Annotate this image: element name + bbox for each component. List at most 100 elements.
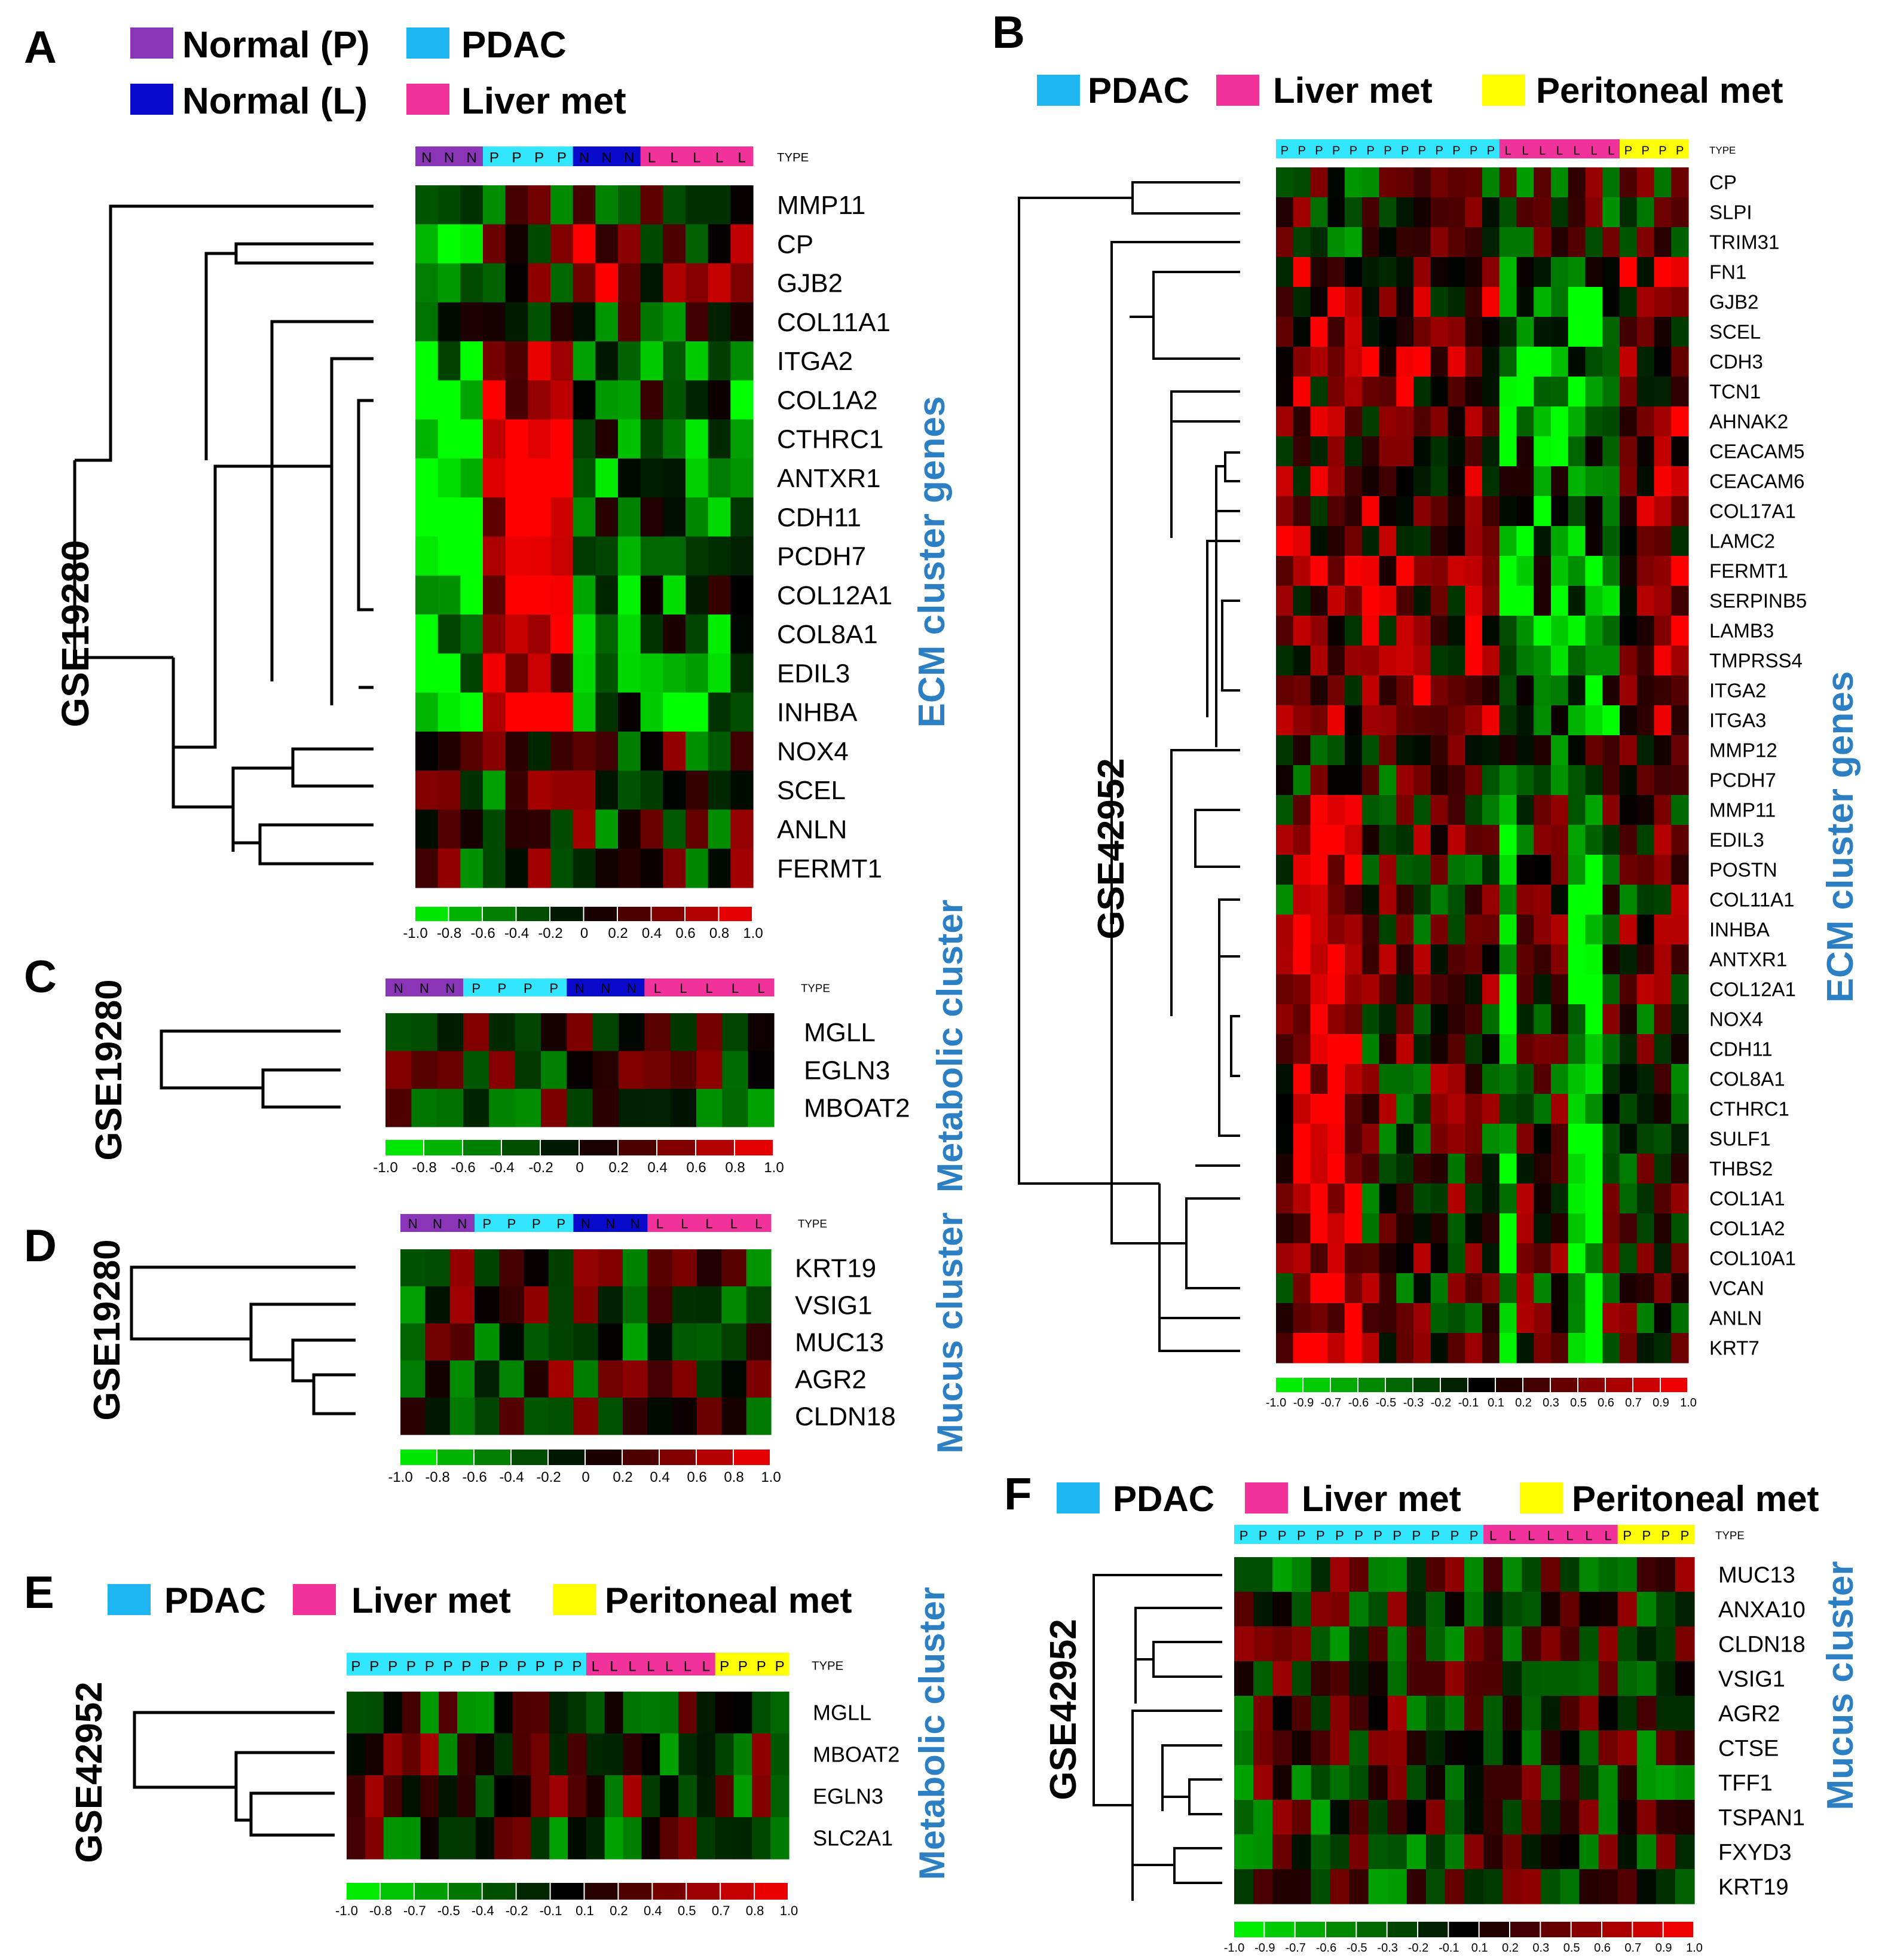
heatmap-cell: [1396, 885, 1414, 915]
type-strip-cell: [1636, 139, 1654, 158]
type-letter: L: [1522, 145, 1528, 158]
heatmap-cell: [1327, 675, 1345, 706]
legend-e-peritoneal: Peritoneal met: [605, 1580, 852, 1620]
colorbar-tick: -0.4: [489, 1160, 514, 1176]
heatmap-cell: [1361, 795, 1380, 825]
heatmap-cell: [1445, 1661, 1465, 1696]
heatmap-cell: [528, 770, 551, 811]
type-strip-cell: [483, 146, 506, 166]
type-letter: P: [1658, 145, 1666, 158]
heatmap-cell: [437, 536, 461, 576]
type-strip-cell: [1396, 139, 1414, 158]
gene-label: EGLN3: [804, 1056, 890, 1085]
type-strip-cell: [696, 979, 723, 996]
colorbar-tick: 1.0: [1686, 1941, 1703, 1955]
heatmap-cell: [1413, 347, 1431, 377]
heatmap-cell: [1465, 915, 1483, 945]
heatmap-cell: [1551, 436, 1569, 467]
heatmap-cell: [1671, 825, 1689, 855]
heatmap-cell: [1234, 1765, 1254, 1800]
heatmap-cell: [1406, 1730, 1427, 1766]
heatmap-cell: [1620, 466, 1638, 497]
heatmap-cell: [1293, 765, 1311, 796]
heatmap-cell: [663, 458, 686, 498]
heatmap-cell: [1620, 735, 1638, 766]
heatmap-cell: [1620, 197, 1638, 228]
heatmap-cell: [1636, 705, 1655, 736]
heatmap-cell: [1636, 974, 1655, 1005]
heatmap-cell: [1345, 795, 1363, 825]
heatmap-cell: [1368, 1661, 1388, 1696]
heatmap-cell: [1330, 1661, 1350, 1696]
type-strip-cell: [400, 1214, 426, 1232]
heatmap-cell: [748, 1013, 775, 1051]
heatmap-cell: [1396, 1034, 1414, 1065]
heatmap-cell: [1330, 1730, 1350, 1766]
heatmap-cell: [1585, 1004, 1603, 1035]
heatmap-cell: [550, 731, 574, 771]
heatmap-cell: [1534, 586, 1552, 616]
type-letter: L: [1590, 145, 1597, 158]
heatmap-cell: [1671, 1333, 1689, 1363]
heatmap-cell: [663, 185, 686, 225]
heatmap-cell: [663, 614, 686, 654]
heatmap-cell: [686, 341, 709, 381]
heatmap-cell: [1499, 1034, 1517, 1065]
heatmap-cell: [1349, 1696, 1369, 1731]
heatmap-cell: [460, 770, 484, 811]
heatmap-cell: [1671, 675, 1689, 706]
heatmap-cell: [1448, 496, 1465, 527]
heatmap-cell: [1568, 675, 1586, 706]
heatmap-cell: [1654, 1094, 1672, 1124]
heatmap-cell: [1602, 1094, 1620, 1124]
colorbar-swatch: [1606, 1378, 1632, 1392]
heatmap-cell: [1551, 855, 1569, 885]
panel-f-dendrogram: [1093, 1574, 1222, 1901]
heatmap-cell: [1516, 257, 1534, 288]
heatmap-cell: [1654, 1064, 1672, 1094]
colorbar-swatch: [448, 1883, 482, 1900]
type-letter: L: [730, 1216, 738, 1231]
heatmap-cell: [1516, 377, 1534, 407]
heatmap-cell: [1327, 586, 1345, 616]
heatmap-cell: [1293, 227, 1311, 258]
dendrogram-branch: [130, 1265, 356, 1341]
heatmap-cell: [1602, 616, 1620, 646]
heatmap-cell: [1551, 795, 1569, 825]
heatmap-cell: [1330, 1765, 1350, 1800]
heatmap-cell: [573, 536, 596, 576]
heatmap-cell: [1276, 287, 1294, 317]
heatmap-cell: [1430, 167, 1449, 198]
type-letter: P: [1298, 145, 1305, 158]
gene-label: COL1A2: [777, 386, 878, 415]
heatmap-cell: [1671, 1243, 1689, 1274]
heatmap-cell: [1602, 944, 1620, 975]
heatmap-cell: [573, 1398, 599, 1435]
heatmap-cell: [1292, 1661, 1311, 1696]
heatmap-cell: [1636, 825, 1655, 855]
type-strip-cell: [1541, 1525, 1560, 1544]
gene-label: GJB2: [1709, 291, 1759, 313]
heatmap-cell: [1654, 1273, 1672, 1304]
heatmap-cell: [647, 1249, 673, 1287]
type-letter: P: [1354, 1528, 1363, 1543]
heatmap-cell: [1311, 1696, 1331, 1731]
heatmap-cell: [1327, 974, 1345, 1005]
colorbar-tick: 0.4: [642, 925, 662, 941]
heatmap-cell: [1499, 317, 1517, 347]
heatmap-cell: [1465, 1273, 1483, 1304]
heatmap-cell: [1361, 1094, 1380, 1124]
heatmap-cell: [1430, 855, 1449, 885]
heatmap-cell: [1430, 1154, 1449, 1184]
heatmap-cell: [528, 224, 551, 264]
type-strip-cell: [1448, 139, 1465, 158]
heatmap-cell: [1620, 616, 1638, 646]
heatmap-cell: [1503, 1800, 1522, 1835]
heatmap-cell: [696, 1013, 723, 1051]
colorbar-tick: -1.0: [388, 1469, 412, 1485]
heatmap-cell: [1276, 675, 1294, 706]
heatmap-cell: [1396, 855, 1414, 885]
heatmap-cell: [1413, 1094, 1431, 1124]
heatmap-cell: [1482, 556, 1500, 586]
heatmap-cell: [1425, 1557, 1446, 1592]
